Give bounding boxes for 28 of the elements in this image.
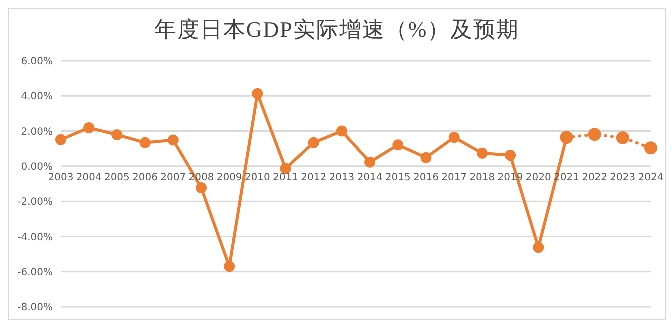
y-tick-label: -4.00% — [18, 232, 53, 244]
y-tick-label: -6.00% — [18, 267, 53, 278]
x-tick-label: 2023 — [610, 172, 636, 184]
x-tick-label: 2018 — [470, 172, 496, 184]
x-tick-label: 2016 — [414, 172, 439, 184]
x-tick-label: 2010 — [244, 172, 270, 184]
x-tick-label: 2015 — [385, 172, 411, 184]
x-tick-label: 2020 — [526, 172, 552, 184]
y-tick-label: -8.00% — [18, 302, 53, 314]
x-tick-label: 2022 — [582, 172, 608, 184]
x-tick-label: 2003 — [48, 172, 74, 184]
y-tick-label: 0.00% — [21, 162, 53, 173]
x-tick-label: 2024 — [638, 172, 664, 184]
x-tick-label: 2012 — [301, 172, 327, 184]
x-tick-label: 2013 — [329, 172, 355, 184]
x-tick-label: 2006 — [132, 172, 158, 184]
x-tick-label: 2004 — [76, 172, 102, 184]
y-tick-label: 6.00% — [21, 56, 53, 68]
y-tick-label: 2.00% — [21, 126, 53, 138]
x-tick-label: 2017 — [442, 172, 468, 184]
y-tick-label: 4.00% — [21, 92, 53, 103]
x-tick-label: 2014 — [357, 172, 383, 184]
x-tick-label: 2005 — [104, 172, 130, 184]
x-tick-label: 2011 — [273, 172, 298, 184]
y-tick-label: -2.00% — [18, 197, 53, 208]
chart-title: 年度日本GDP实际增速（%）及预期 — [153, 16, 521, 44]
x-tick-label: 2009 — [216, 172, 242, 184]
x-tick-label: 2007 — [160, 172, 186, 184]
